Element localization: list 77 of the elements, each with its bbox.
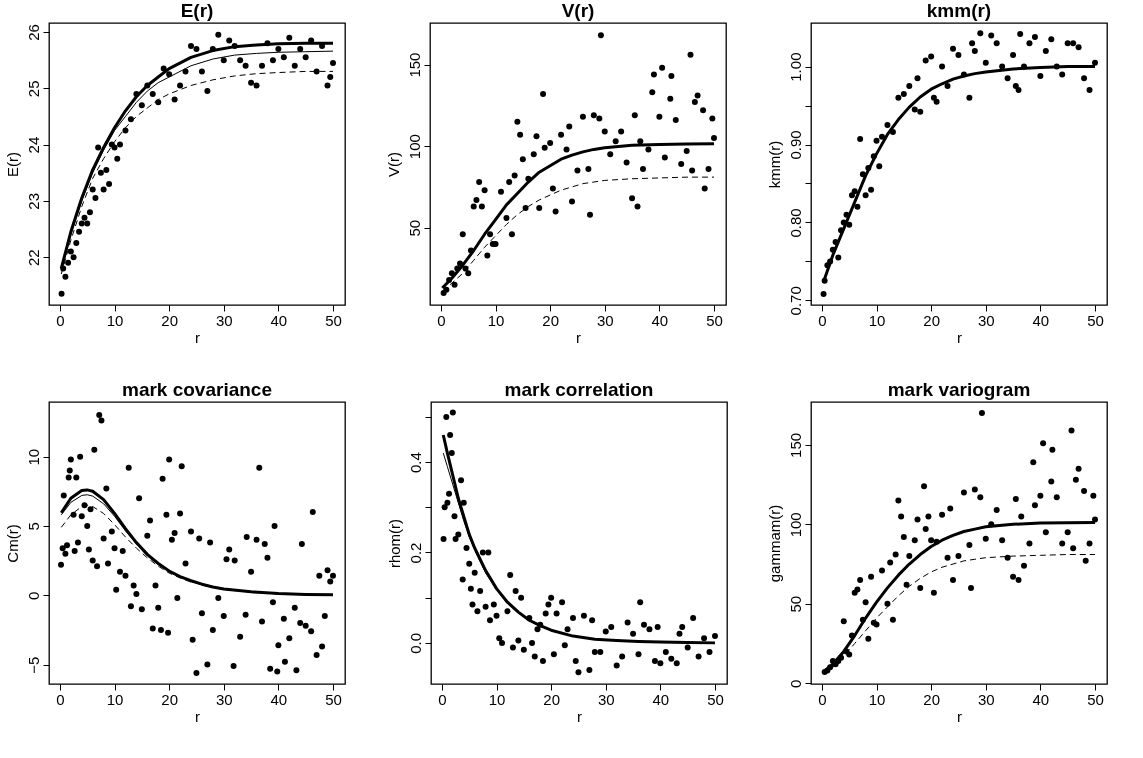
y-tick-label: 1.00: [786, 52, 804, 82]
y-tick-label: 26: [24, 24, 42, 41]
x-tick-label: 0: [438, 690, 447, 708]
x-axis-title: r: [576, 328, 581, 346]
x-tick-label: 0: [56, 690, 65, 708]
x-tick-label: 30: [596, 311, 614, 329]
y-tick-label: 100: [786, 512, 804, 538]
x-tick-label: 50: [1087, 690, 1104, 708]
x-tick-label: 40: [270, 311, 288, 329]
y-tick-label: 0.90: [786, 130, 804, 160]
x-tick-label: 40: [270, 690, 288, 708]
x-tick-label: 10: [487, 311, 505, 329]
x-tick-label: 10: [106, 311, 124, 329]
x-tick-label: 50: [707, 690, 724, 708]
chart-title: mark correlation: [504, 379, 654, 400]
chart-title: kmm(r): [926, 0, 992, 21]
chart-title: mark covariance: [122, 379, 272, 400]
y-tick-label: 0: [24, 591, 42, 600]
x-tick-label: 30: [597, 690, 615, 708]
y-axis-title: E(r): [3, 152, 21, 177]
y-tick-label: 100: [405, 134, 423, 160]
y-tick-label: 25: [24, 80, 42, 98]
x-tick-label: 30: [215, 311, 233, 329]
y-axis-title: V(r): [384, 152, 402, 177]
y-tick-label: 0.70: [786, 286, 804, 316]
x-axis-title: r: [195, 707, 200, 725]
y-tick-label: 150: [405, 52, 423, 78]
x-axis-title: r: [957, 328, 962, 346]
x-tick-label: 50: [325, 311, 342, 329]
x-tick-label: 10: [106, 690, 124, 708]
chart-title: mark variogram: [887, 379, 1031, 400]
x-tick-label: 20: [161, 690, 178, 708]
x-tick-label: 30: [977, 311, 995, 329]
x-tick-label: 0: [56, 311, 65, 329]
y-tick-label: 5: [24, 522, 42, 531]
x-tick-label: 40: [652, 690, 670, 708]
x-tick-label: 10: [488, 690, 506, 708]
y-axis-title: kmm(r): [765, 140, 783, 189]
y-tick-label: 0: [786, 679, 804, 688]
y-tick-label: −5: [24, 656, 42, 674]
y-tick-label: 0.80: [786, 208, 804, 238]
x-tick-label: 20: [923, 690, 940, 708]
y-tick-label: 0.0: [406, 632, 424, 654]
y-tick-label: 23: [24, 193, 42, 210]
x-tick-label: 30: [977, 690, 995, 708]
x-tick-label: 20: [542, 311, 559, 329]
x-tick-label: 50: [1087, 311, 1104, 329]
y-tick-label: 24: [24, 136, 42, 154]
x-tick-label: 20: [923, 311, 940, 329]
x-tick-label: 0: [818, 690, 827, 708]
chart-title: E(r): [180, 0, 214, 21]
x-tick-label: 30: [215, 690, 233, 708]
y-tick-label: 50: [786, 595, 804, 613]
y-axis-title: gammam(r): [765, 504, 783, 583]
y-axis-title: Cm(r): [3, 524, 21, 563]
x-tick-label: 0: [437, 311, 446, 329]
x-axis-title: r: [577, 707, 582, 725]
x-tick-label: 40: [1032, 690, 1050, 708]
chart-title: V(r): [561, 0, 595, 21]
y-tick-label: 50: [405, 219, 423, 237]
x-tick-label: 40: [651, 311, 669, 329]
y-tick-label: 0.2: [406, 542, 424, 564]
x-tick-label: 50: [706, 311, 723, 329]
y-tick-label: 0.4: [406, 452, 424, 474]
x-tick-label: 20: [161, 311, 178, 329]
y-tick-label: 10: [24, 448, 42, 466]
x-tick-label: 10: [868, 690, 886, 708]
y-axis-title: rhom(r): [385, 518, 403, 569]
x-tick-label: 10: [868, 311, 886, 329]
x-tick-label: 40: [1032, 311, 1050, 329]
x-axis-title: r: [957, 707, 962, 725]
x-tick-label: 20: [543, 690, 560, 708]
x-axis-title: r: [195, 328, 200, 346]
y-tick-label: 22: [24, 249, 42, 266]
x-tick-label: 0: [818, 311, 827, 329]
y-tick-label: 150: [786, 432, 804, 458]
x-tick-label: 50: [325, 690, 342, 708]
